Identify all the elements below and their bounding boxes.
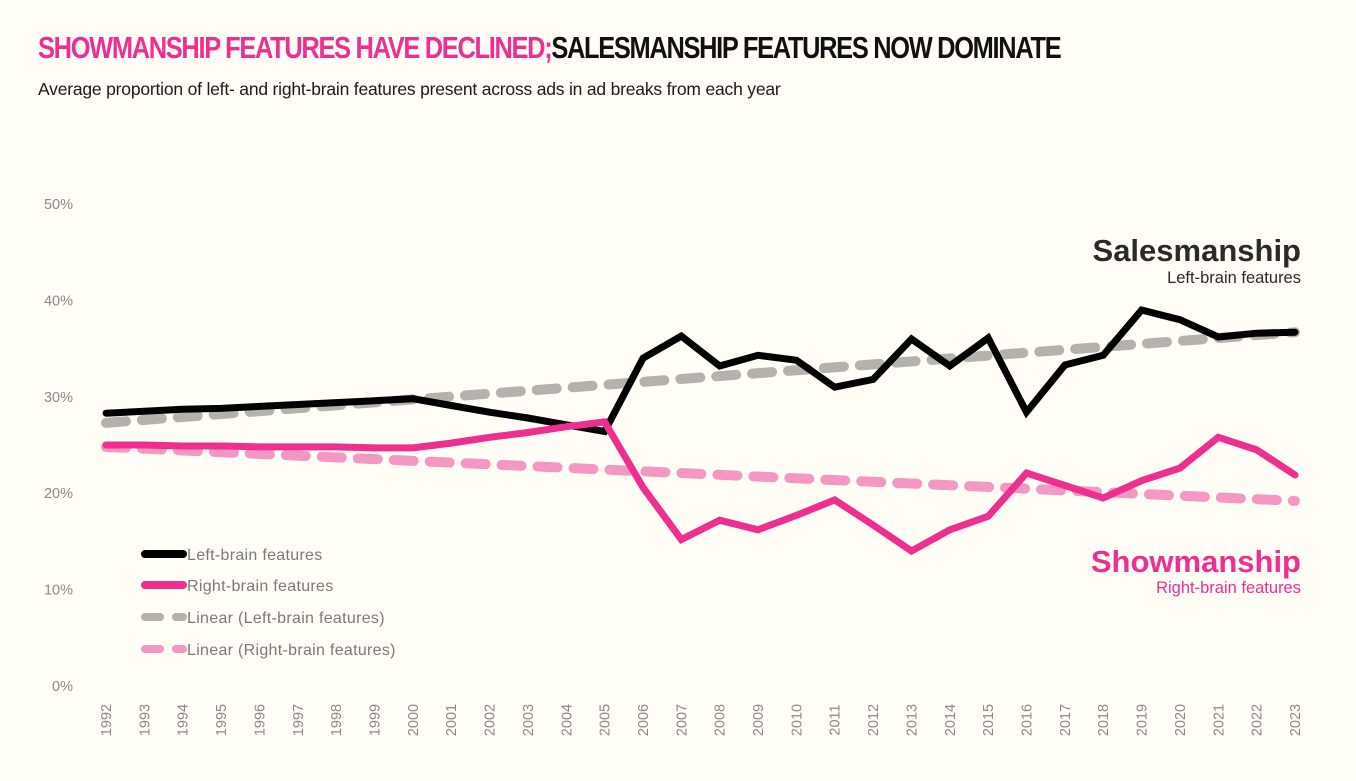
- x-tick-label: 2013: [904, 704, 920, 736]
- x-tick-label: 1998: [329, 704, 345, 736]
- x-tick-label: 2002: [483, 704, 499, 736]
- x-tick-label: 2001: [444, 704, 460, 736]
- x-tick-label: 2020: [1173, 704, 1189, 736]
- x-tick-label: 2021: [1211, 704, 1227, 736]
- x-tick-label: 1995: [214, 704, 230, 736]
- x-tick-label: 1992: [99, 704, 115, 736]
- legend-label: Left-brain features: [187, 547, 323, 564]
- x-tick-label: 1994: [176, 704, 192, 736]
- x-tick-label: 2023: [1288, 704, 1304, 736]
- chart-subtitle: Average proportion of left- and right-br…: [38, 79, 781, 99]
- x-tick-label: 2015: [981, 704, 997, 736]
- series-line-right-brain: [102, 418, 1299, 556]
- y-tick-label: 40%: [44, 293, 73, 309]
- showmanship-sublabel: Right-brain features: [1156, 579, 1301, 597]
- x-tick-label: 2007: [674, 704, 690, 736]
- x-tick-label: 2018: [1096, 704, 1112, 736]
- x-tick-label: 1993: [137, 704, 153, 736]
- y-tick-label: 10%: [44, 583, 73, 599]
- chart-title-part1: SHOWMANSHIP FEATURES HAVE DECLINED;: [38, 30, 553, 65]
- salesmanship-sublabel: Left-brain features: [1167, 269, 1301, 287]
- x-axis: 1992 1993 1994 1995 1996 1997 1998 1999 2000 2001…: [99, 704, 1304, 736]
- y-tick-label: 30%: [44, 390, 73, 406]
- series-line-left-brain: [102, 306, 1299, 436]
- x-tick-label: 2005: [598, 704, 614, 736]
- x-tick-label: 1997: [291, 704, 307, 736]
- x-tick-label: 2003: [521, 704, 537, 736]
- x-tick-label: 2014: [943, 704, 959, 736]
- x-tick-label: 2012: [866, 704, 882, 736]
- legend-label: Linear (Right-brain features): [187, 642, 396, 659]
- x-tick-label: 2004: [559, 704, 575, 736]
- x-tick-label: 2011: [828, 704, 844, 735]
- x-tick-label: 2019: [1135, 704, 1151, 736]
- trend-line-left-brain: [101, 327, 1300, 428]
- x-tick-label: 1996: [252, 704, 268, 736]
- x-tick-label: 2017: [1058, 704, 1074, 736]
- x-tick-label: 2016: [1020, 704, 1036, 736]
- series-lines: [102, 306, 1299, 556]
- legend-label: Linear (Left-brain features): [187, 610, 385, 627]
- chart-title: SHOWMANSHIP FEATURES HAVE DECLINED;SALES…: [38, 30, 1062, 66]
- legend: Left-brain features Right-brain features L…: [141, 547, 396, 659]
- salesmanship-annotation: Salesmanship Left-brain features: [1093, 233, 1301, 287]
- x-tick-label: 2022: [1250, 704, 1266, 736]
- x-tick-label: 2006: [636, 704, 652, 736]
- x-tick-label: 2008: [713, 704, 729, 736]
- salesmanship-label: Salesmanship: [1093, 233, 1301, 268]
- trend-lines: [101, 327, 1300, 506]
- legend-label: Right-brain features: [187, 578, 334, 595]
- showmanship-annotation: Showmanship Right-brain features: [1091, 544, 1301, 597]
- x-tick-label: 1999: [367, 704, 383, 736]
- chart-title-part2: SALESMANSHIP FEATURES NOW DOMINATE: [551, 30, 1061, 65]
- x-tick-label: 2000: [406, 704, 422, 736]
- y-axis: 0% 10% 20% 30% 40% 50%: [44, 197, 73, 695]
- y-tick-label: 20%: [44, 486, 73, 502]
- showmanship-label: Showmanship: [1091, 544, 1301, 579]
- x-tick-label: 2010: [789, 704, 805, 736]
- x-tick-label: 2009: [751, 704, 767, 736]
- trend-line-right-brain: [101, 441, 1300, 506]
- y-tick-label: 50%: [44, 197, 73, 213]
- y-tick-label: 0%: [52, 679, 73, 695]
